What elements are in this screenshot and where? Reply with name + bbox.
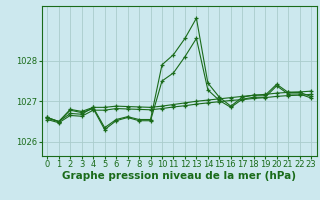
X-axis label: Graphe pression niveau de la mer (hPa): Graphe pression niveau de la mer (hPa) <box>62 171 296 181</box>
